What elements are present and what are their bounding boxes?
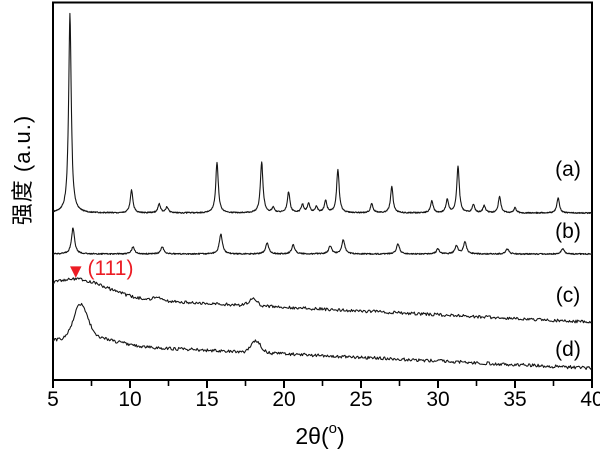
plot-frame xyxy=(52,1,593,381)
degree-symbol: o xyxy=(328,420,337,438)
x-axis-label-suffix: ) xyxy=(336,422,345,449)
x-tick-label: 35 xyxy=(503,388,526,411)
x-tick-label: 25 xyxy=(349,388,372,411)
xrd-curve-d xyxy=(52,302,593,370)
x-tick-label: 20 xyxy=(272,388,295,411)
x-axis-label-prefix: 2θ( xyxy=(295,422,329,449)
xrd-curve-b xyxy=(52,227,593,256)
x-axis-label: 2θ(o) xyxy=(295,420,345,450)
down-triangle-marker-icon: ▼ xyxy=(70,261,82,280)
x-tick-label: 30 xyxy=(426,388,449,411)
xrd-curve-a xyxy=(52,12,593,215)
series-label-c: (c) xyxy=(555,284,581,307)
y-axis-label: 强度 (a.u.) xyxy=(10,114,35,226)
x-tick-label: 5 xyxy=(47,388,59,411)
annotation-text: (111) xyxy=(87,257,134,280)
x-tick-label: 15 xyxy=(195,388,218,411)
series-label-b: (b) xyxy=(555,220,581,243)
x-tick-label: 40 xyxy=(580,388,600,411)
x-tick-label: 10 xyxy=(118,388,141,411)
peak-annotation-111: ▼ (111) xyxy=(70,257,133,281)
series-label-d: (d) xyxy=(555,338,581,361)
series-label-a: (a) xyxy=(555,158,581,181)
xrd-curve-c xyxy=(52,277,593,324)
